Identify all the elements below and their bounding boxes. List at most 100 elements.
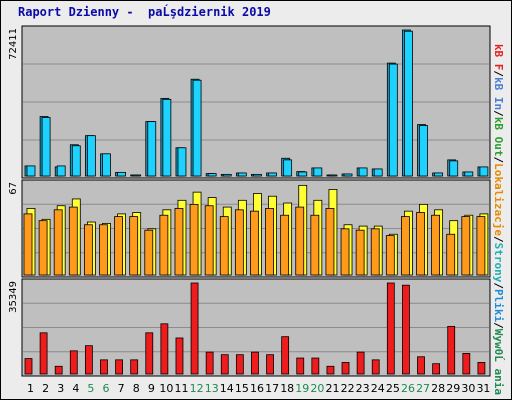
bar-bottom-day-14 (220, 354, 229, 375)
x-tick-label-day-30: 30 (461, 382, 475, 395)
bar-mid-b-day-1 (23, 213, 33, 276)
bar-mid-b-day-12 (189, 203, 199, 276)
bar-bottom-day-3 (54, 365, 63, 375)
bar-top-b-day-17 (268, 172, 277, 177)
bar-bottom-day-31 (477, 362, 486, 375)
bar-bottom-day-30 (462, 353, 471, 375)
bar-top-b-day-14 (222, 173, 232, 177)
bar-top-b-day-1 (26, 165, 36, 177)
bar-top-b-day-22 (343, 173, 353, 177)
x-tick-label-day-15: 15 (235, 382, 249, 395)
bar-top-b-day-10 (162, 98, 172, 177)
legend-item-2: Pliki (492, 289, 505, 323)
legend: Wyw0Ĺ ania/Pliki/Strony/Lokalizacje/kB O… (491, 25, 505, 395)
bar-mid-b-day-31 (476, 216, 486, 276)
y-max-label-middle: 67 (8, 182, 19, 195)
bar-bottom-day-15 (235, 354, 244, 375)
x-tick-label-day-31: 31 (476, 382, 490, 395)
bar-mid-b-day-17 (265, 208, 274, 276)
x-tick-label-day-24: 24 (371, 382, 385, 395)
legend-item-10: kB In (492, 77, 505, 111)
bar-top-b-day-16 (253, 173, 262, 177)
bar-bottom-day-23 (356, 351, 365, 375)
x-tick-label-day-19: 19 (295, 382, 309, 395)
bar-bottom-day-8 (130, 359, 139, 375)
bar-top-b-day-25 (388, 63, 398, 177)
bar-bottom-day-2 (39, 332, 48, 375)
x-tick-label-day-5: 5 (87, 382, 94, 395)
bar-bottom-day-29 (447, 325, 456, 375)
bar-mid-b-day-11 (174, 208, 184, 276)
legend-item-4: Strony (492, 242, 505, 283)
bar-bottom-day-12 (190, 282, 199, 375)
x-tick-label-day-6: 6 (103, 382, 110, 395)
bar-top-b-day-7 (117, 171, 126, 177)
bar-bottom-day-17 (266, 354, 274, 375)
x-tick-label-day-26: 26 (401, 382, 415, 395)
bar-mid-b-day-5 (83, 224, 93, 276)
bar-mid-b-day-13 (204, 205, 214, 276)
bar-mid-b-day-20 (310, 214, 320, 276)
x-tick-label-day-11: 11 (175, 382, 189, 395)
x-tick-label-day-25: 25 (386, 382, 400, 395)
bar-mid-b-day-9 (144, 229, 154, 276)
x-tick-label-day-17: 17 (265, 382, 279, 395)
bar-mid-b-day-2 (38, 220, 48, 276)
bar-top-b-day-30 (464, 171, 474, 177)
bar-top-b-day-28 (434, 172, 444, 177)
x-tick-label-day-1: 1 (27, 382, 34, 395)
bar-top-b-day-27 (419, 125, 428, 177)
x-tick-label-day-3: 3 (57, 382, 64, 395)
legend-item-0: Wyw0Ĺ ania (492, 328, 505, 395)
bar-mid-b-day-22 (340, 228, 350, 276)
bar-top-b-day-29 (449, 160, 459, 177)
bar-top-b-day-5 (86, 135, 96, 177)
bar-top-b-day-8 (132, 174, 142, 177)
x-tick-label-day-14: 14 (220, 382, 234, 395)
bar-bottom-day-4 (69, 350, 78, 375)
bar-top-b-day-21 (328, 174, 338, 177)
bar-mid-b-day-6 (99, 224, 108, 276)
bar-top-b-day-13 (207, 173, 217, 177)
x-tick-label-day-23: 23 (356, 382, 370, 395)
bar-mid-b-day-4 (68, 206, 78, 276)
bar-bottom-day-11 (175, 337, 184, 375)
legend-item-9: / (492, 110, 505, 117)
x-tick-label-day-2: 2 (42, 382, 49, 395)
bar-top-b-day-6 (102, 153, 111, 177)
bar-top-b-day-26 (404, 30, 413, 177)
bar-mid-b-day-10 (159, 214, 169, 276)
x-tick-label-day-16: 16 (250, 382, 264, 395)
bar-mid-b-day-26 (401, 216, 410, 276)
bar-top-b-day-15 (237, 172, 247, 177)
x-tick-label-day-12: 12 (190, 382, 204, 395)
y-max-label-bottom: 35349 (8, 281, 19, 313)
bar-bottom-day-16 (251, 351, 259, 375)
x-tick-label-day-20: 20 (310, 382, 324, 395)
bar-top-b-day-31 (479, 166, 489, 177)
bar-mid-b-day-30 (461, 216, 471, 276)
bar-mid-b-day-21 (325, 208, 335, 276)
bar-bottom-day-25 (386, 282, 395, 375)
legend-item-1: / (492, 322, 505, 329)
bar-bottom-day-13 (205, 351, 214, 375)
x-tick-label-day-7: 7 (118, 382, 125, 395)
bar-mid-b-day-3 (53, 209, 63, 276)
bar-bottom-day-1 (24, 358, 33, 375)
x-tick-label-day-18: 18 (280, 382, 294, 395)
bar-mid-b-day-14 (219, 216, 229, 276)
x-tick-label-day-22: 22 (341, 382, 355, 395)
bar-mid-b-day-18 (280, 214, 290, 276)
bar-mid-b-day-28 (431, 214, 441, 276)
bar-top-b-day-18 (283, 159, 293, 177)
bar-mid-b-day-25 (385, 235, 395, 276)
bar-mid-b-day-15 (234, 209, 244, 276)
bar-mid-b-day-29 (446, 233, 456, 276)
bar-bottom-day-9 (145, 332, 154, 375)
page-title: Raport Dzienny - paĹşdziernik 2019 (18, 5, 271, 19)
bar-bottom-day-21 (326, 365, 335, 375)
bar-bottom-day-19 (296, 357, 305, 375)
bar-bottom-day-6 (100, 359, 108, 375)
x-tick-label-day-27: 27 (416, 382, 430, 395)
